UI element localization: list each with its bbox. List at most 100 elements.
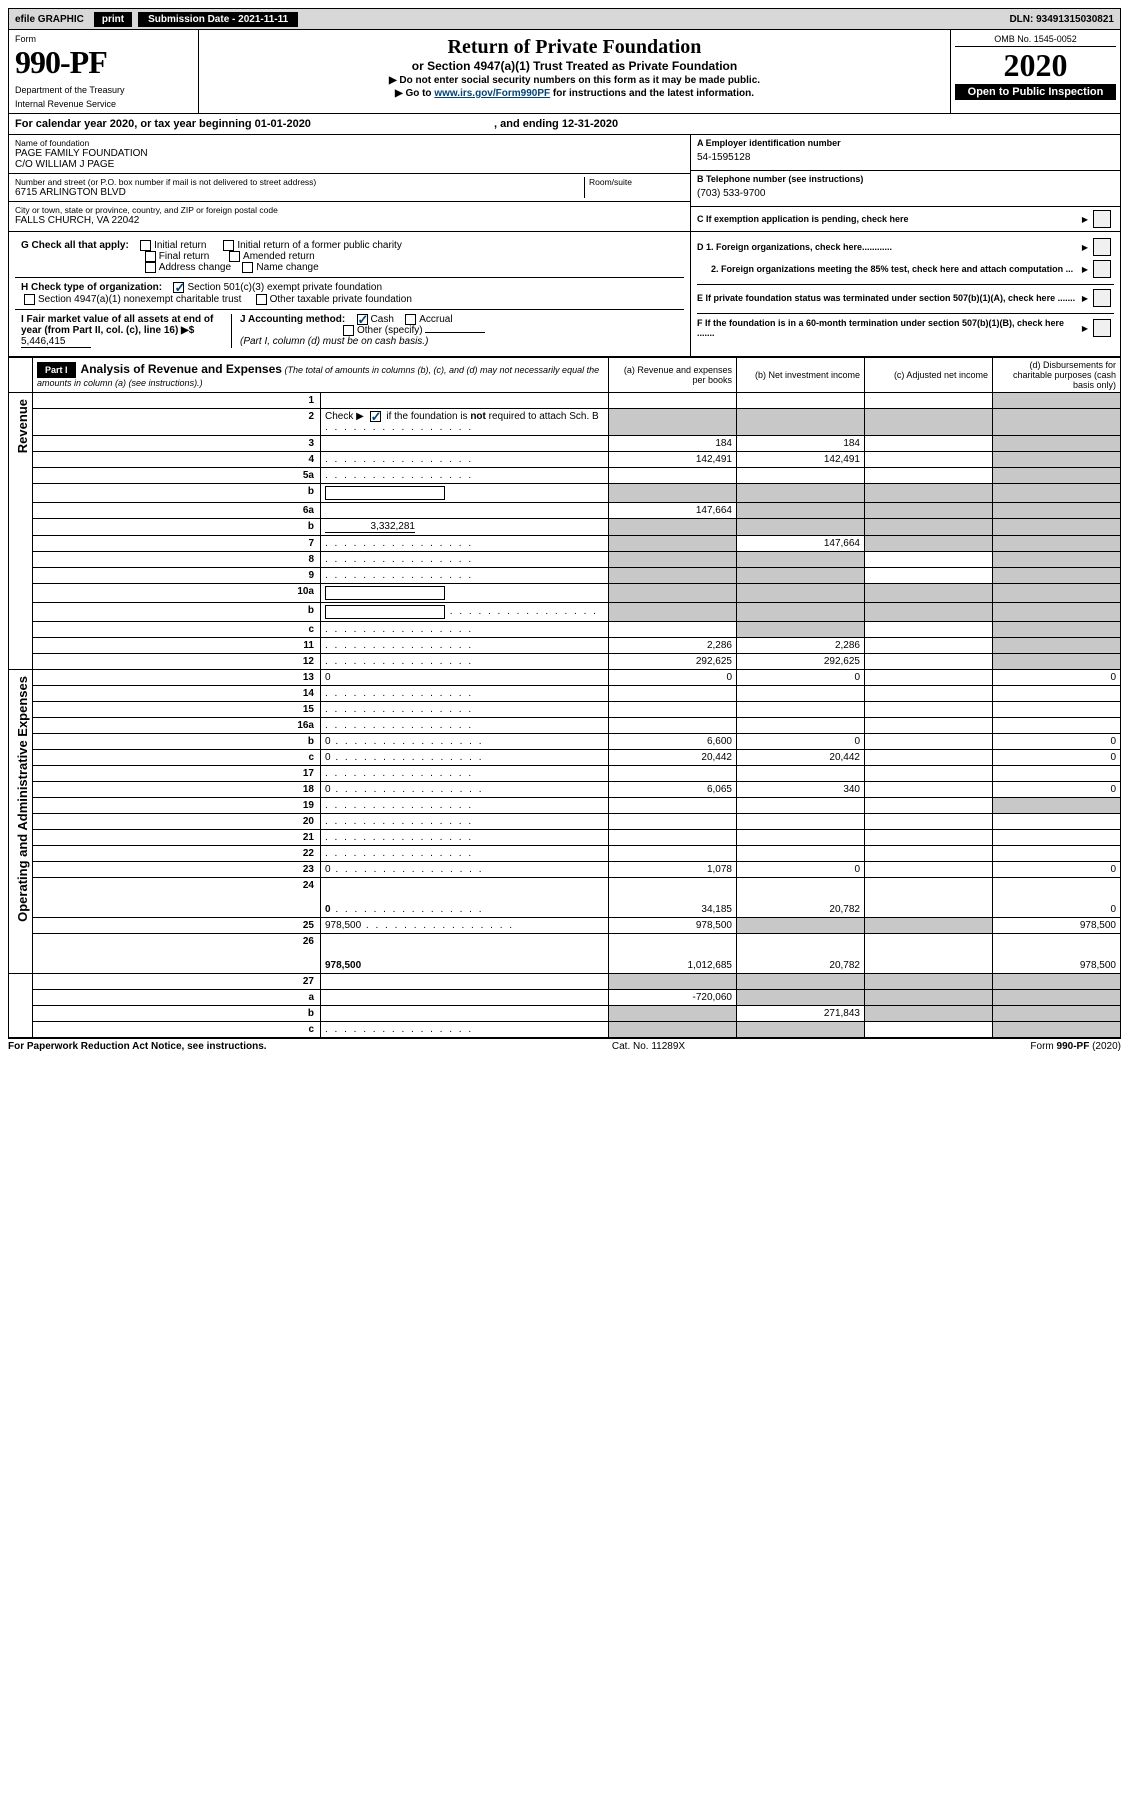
col-a-value: [609, 483, 737, 502]
initial-return-former-checkbox[interactable]: [223, 240, 234, 251]
form-number: 990-PF: [15, 44, 192, 81]
d1-checkbox[interactable]: [1093, 238, 1111, 256]
line-number: 9: [33, 567, 321, 583]
col-b-value: [737, 502, 865, 518]
col-c-value: [865, 717, 993, 733]
col-c-value: [865, 551, 993, 567]
line-description: 0: [321, 861, 609, 877]
line-number: b: [33, 733, 321, 749]
other-method-checkbox[interactable]: [343, 325, 354, 336]
f-label: F If the foundation is in a 60-month ter…: [697, 318, 1064, 338]
col-a-value: 1,078: [609, 861, 737, 877]
table-row: a-720,060: [9, 989, 1121, 1005]
col-c-value: [865, 917, 993, 933]
line-number: 11: [33, 637, 321, 653]
table-row: 20: [9, 813, 1121, 829]
col-a-value: [609, 701, 737, 717]
line-description: 978,500: [321, 917, 609, 933]
line-number: 16a: [33, 717, 321, 733]
footer-right: Form 990-PF (2020): [1030, 1041, 1121, 1052]
col-d-value: [993, 483, 1121, 502]
col-a-value: [609, 467, 737, 483]
e-label: E If private foundation status was termi…: [697, 293, 1075, 303]
col-c-value: [865, 685, 993, 701]
line-description: [321, 621, 609, 637]
col-b-value: [737, 551, 865, 567]
table-row: 1806,0653400: [9, 781, 1121, 797]
line-number: 3: [33, 435, 321, 451]
sch-b-checkbox[interactable]: [370, 411, 381, 422]
name-change-checkbox[interactable]: [242, 262, 253, 273]
line-number: c: [33, 1021, 321, 1037]
col-a-value: [609, 973, 737, 989]
table-row: 12292,625292,625: [9, 653, 1121, 669]
line-description: [321, 567, 609, 583]
exemption-pending-checkbox[interactable]: [1093, 210, 1111, 228]
col-b-value: 20,442: [737, 749, 865, 765]
accrual-checkbox[interactable]: [405, 314, 416, 325]
col-b-value: [737, 483, 865, 502]
col-d-value: [993, 467, 1121, 483]
form-link[interactable]: www.irs.gov/Form990PF: [434, 88, 550, 99]
col-c-value: [865, 829, 993, 845]
col-a-header: (a) Revenue and expenses per books: [609, 357, 737, 392]
line-description: [321, 602, 609, 621]
form-instr-2: ▶ Go to www.irs.gov/Form990PF for instru…: [205, 88, 944, 99]
amended-return-checkbox[interactable]: [229, 251, 240, 262]
501c3-checkbox[interactable]: [173, 282, 184, 293]
4947a1-checkbox[interactable]: [24, 294, 35, 305]
f-checkbox[interactable]: [1093, 319, 1111, 337]
table-row: 21: [9, 829, 1121, 845]
table-row: 27: [9, 973, 1121, 989]
line-description: Check ▶ if the foundation is not require…: [321, 408, 609, 435]
d1-label: D 1. Foreign organizations, check here..…: [697, 242, 892, 252]
col-b-value: [737, 1021, 865, 1037]
line-description: 0: [321, 877, 609, 917]
col-a-value: 0: [609, 669, 737, 685]
col-a-value: [609, 845, 737, 861]
col-b-value: [737, 701, 865, 717]
col-c-value: [865, 567, 993, 583]
col-d-value: [993, 765, 1121, 781]
col-d-value: [993, 451, 1121, 467]
table-row: 25978,500978,500978,500: [9, 917, 1121, 933]
col-a-value: [609, 535, 737, 551]
name-label: Name of foundation: [15, 138, 684, 148]
col-d-value: [993, 845, 1121, 861]
address-change-checkbox[interactable]: [145, 262, 156, 273]
col-b-value: [737, 621, 865, 637]
col-c-value: [865, 602, 993, 621]
col-c-value: [865, 1005, 993, 1021]
street-address: 6715 ARLINGTON BLVD: [15, 187, 584, 198]
initial-return-checkbox[interactable]: [140, 240, 151, 251]
line-number: b: [33, 1005, 321, 1021]
line-number: 7: [33, 535, 321, 551]
col-b-value: [737, 408, 865, 435]
col-b-value: 20,782: [737, 877, 865, 917]
line-number: 24: [33, 877, 321, 917]
check-section: G Check all that apply: Initial return I…: [8, 232, 1121, 357]
col-d-value: [993, 435, 1121, 451]
line-description: [321, 973, 609, 989]
final-return-checkbox[interactable]: [145, 251, 156, 262]
col-a-value: [609, 621, 737, 637]
col-a-value: [609, 797, 737, 813]
col-a-value: 20,442: [609, 749, 737, 765]
table-row: 9: [9, 567, 1121, 583]
table-row: 10a: [9, 583, 1121, 602]
col-c-value: [865, 933, 993, 973]
print-button[interactable]: print: [94, 12, 132, 27]
e-checkbox[interactable]: [1093, 289, 1111, 307]
col-a-value: 142,491: [609, 451, 737, 467]
col-d-value: [993, 813, 1121, 829]
col-d-value: [993, 583, 1121, 602]
line-number: 14: [33, 685, 321, 701]
other-taxable-checkbox[interactable]: [256, 294, 267, 305]
cash-checkbox[interactable]: [357, 314, 368, 325]
ein-value: 54-1595128: [697, 148, 1114, 167]
d2-checkbox[interactable]: [1093, 260, 1111, 278]
col-b-value: [737, 467, 865, 483]
line-description: [321, 797, 609, 813]
line-description: 0: [321, 733, 609, 749]
col-d-value: [993, 637, 1121, 653]
